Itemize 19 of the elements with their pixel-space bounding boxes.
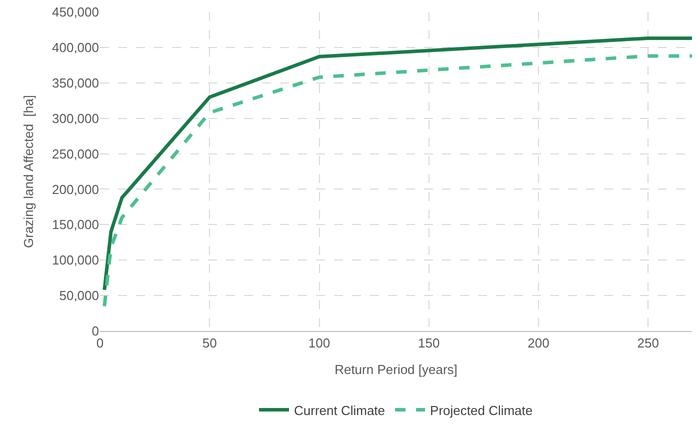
y-tick-label: 100,000 (52, 252, 99, 268)
y-tick-label: 300,000 (52, 110, 99, 126)
y-tick-label: 450,000 (52, 4, 99, 20)
x-tick-label: 50 (202, 336, 217, 351)
y-tick-label: 400,000 (52, 40, 99, 55)
x-axis-title: Return Period [years] (334, 362, 458, 378)
y-tick-label: 200,000 (52, 182, 99, 197)
y-axis-title: Grazing land Affected [ha] (20, 95, 36, 248)
y-tick-label: 0 (92, 324, 99, 339)
y-tick-label: 350,000 (52, 75, 99, 90)
y-tick-label: 50,000 (59, 288, 99, 304)
legend-label: Current Climate (294, 402, 386, 418)
x-tick-label: 250 (637, 336, 659, 351)
legend-label: Projected Climate (430, 402, 533, 418)
x-tick-label: 100 (308, 336, 330, 351)
y-tick-label: 250,000 (52, 146, 99, 162)
x-tick-label: 150 (418, 336, 440, 351)
x-tick-label: 200 (528, 336, 550, 351)
y-tick-label: 150,000 (52, 217, 99, 232)
